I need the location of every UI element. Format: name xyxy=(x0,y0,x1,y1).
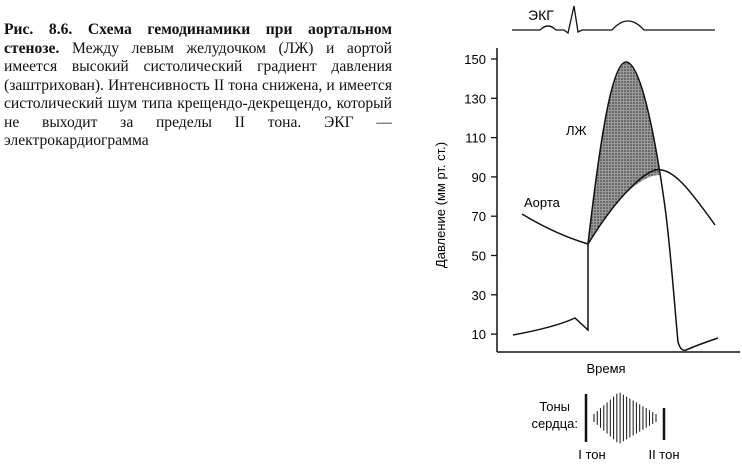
y-axis-label: Давление (мм рт. ст.) xyxy=(433,142,448,268)
ecg-label: ЭКГ xyxy=(528,7,554,23)
y-tick-label: 90 xyxy=(472,170,486,185)
y-tick-label: 10 xyxy=(472,327,486,342)
heart-sounds-label-line2: сердца: xyxy=(531,416,578,431)
caption-text: Между левым желудочком (ЛЖ) и аортой име… xyxy=(4,39,392,150)
heart-sounds-label-line1: Тоны xyxy=(539,399,570,414)
y-tick-label: 110 xyxy=(465,131,486,146)
x-axis-label: Время xyxy=(586,361,625,376)
systolic-gradient-area xyxy=(588,62,660,244)
caption-label: Рис. 8.6. Схема гемодинамики при аорталь… xyxy=(4,21,392,57)
s1-label: I тон xyxy=(578,447,605,462)
s2-label: II тон xyxy=(648,447,679,462)
phonocardiogram xyxy=(584,392,666,444)
y-tick-label: 130 xyxy=(464,91,486,106)
y-tick-label: 70 xyxy=(472,209,486,224)
lv-label: ЛЖ xyxy=(566,123,587,138)
y-tick-label: 30 xyxy=(472,288,486,303)
y-tick-label: 50 xyxy=(472,249,486,264)
ecg-trace xyxy=(512,5,715,35)
y-ticks: 150 130 110 90 70 50 30 10 xyxy=(464,52,497,342)
y-tick-label: 150 xyxy=(464,52,486,67)
aorta-label: Аорта xyxy=(524,195,561,210)
figure-caption: Рис. 8.6. Схема гемодинамики при аорталь… xyxy=(4,21,392,151)
aorta-pressure-curve xyxy=(521,168,716,245)
